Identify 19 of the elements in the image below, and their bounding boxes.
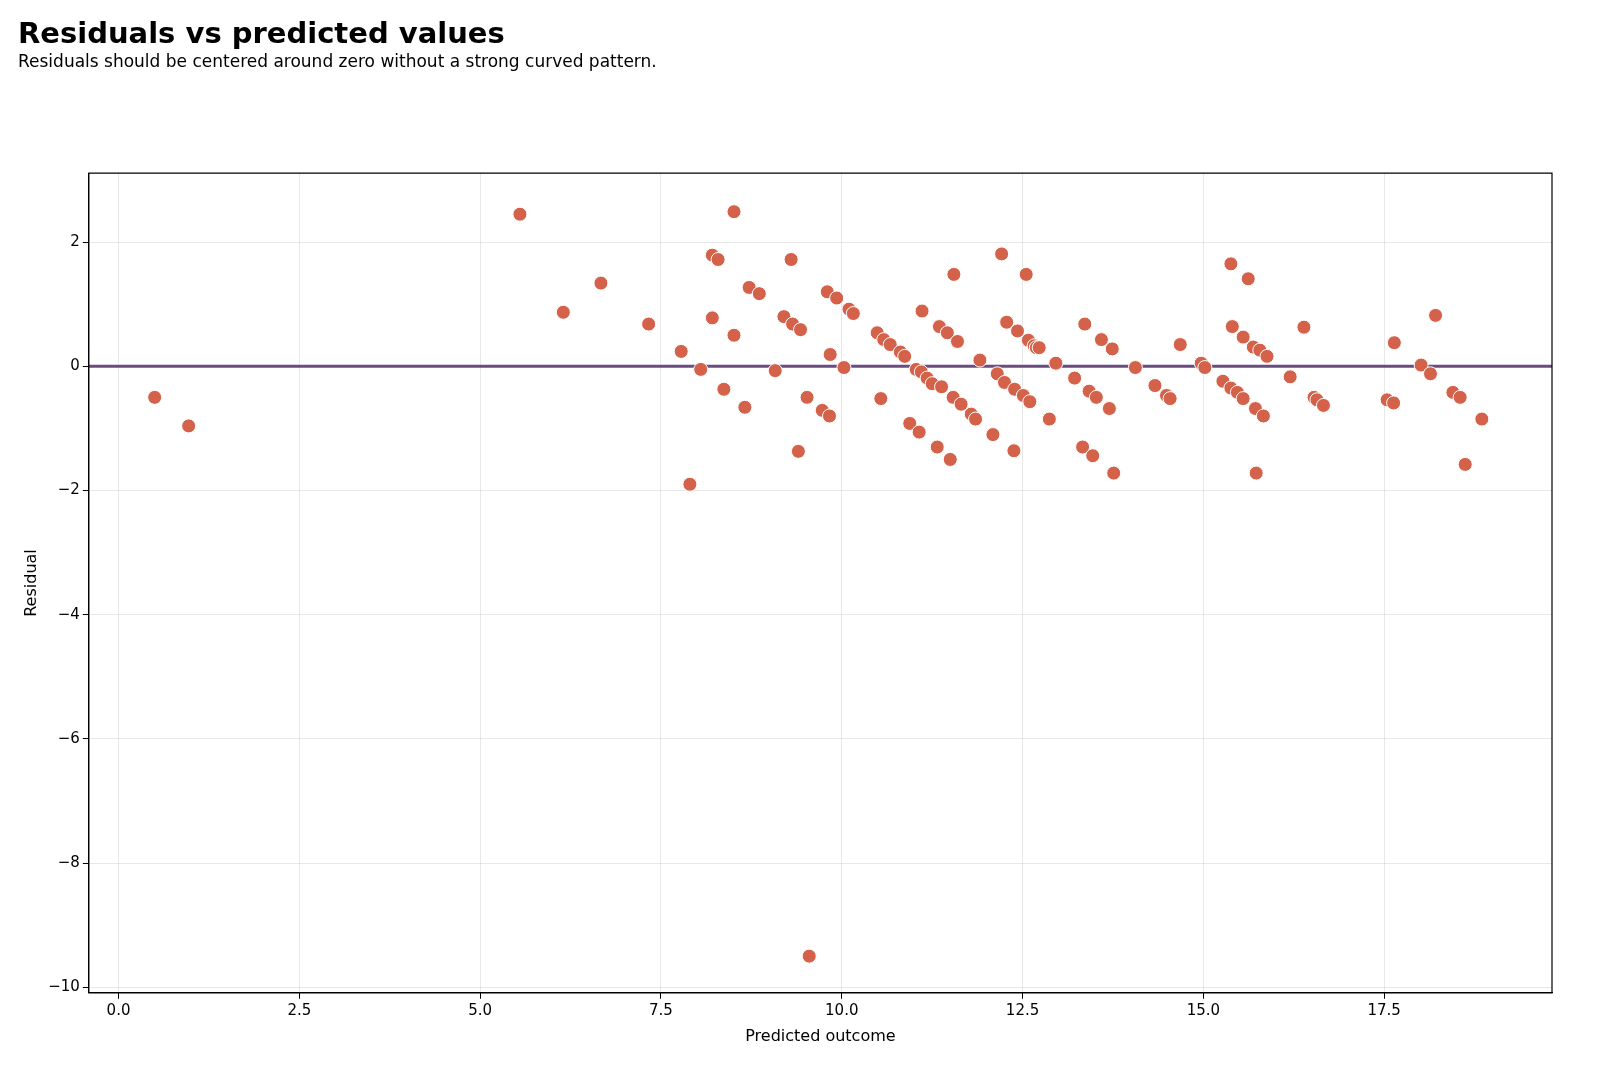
x-axis-title: Predicted outcome	[745, 1025, 896, 1045]
x-tick-label: 15.0	[1186, 1000, 1221, 1019]
x-tick-label: 5.0	[468, 1000, 493, 1019]
y-tick-label: −6	[57, 728, 80, 747]
x-tick-label: 12.5	[1005, 1000, 1040, 1019]
x-tick-label: 17.5	[1367, 1000, 1401, 1019]
x-tick-label: 7.5	[649, 1000, 673, 1019]
x-tick-label: 0.0	[106, 1000, 131, 1019]
chart-title: Residuals vs predicted values	[18, 15, 505, 50]
x-tick-label: 10.0	[825, 1000, 859, 1019]
y-tick-label: −8	[57, 852, 80, 871]
y-tick-label: −2	[57, 480, 80, 499]
y-tick-label: 2	[70, 232, 80, 251]
x-tick-label: 2.5	[287, 1000, 312, 1019]
y-axis-title: Residual	[20, 549, 40, 617]
y-tick-label: −4	[57, 604, 80, 623]
chart-subtitle: Residuals should be centered around zero without a strong curved pattern.	[18, 51, 657, 72]
y-tick-label: 0	[70, 356, 80, 375]
y-tick-label: −10	[48, 977, 80, 996]
